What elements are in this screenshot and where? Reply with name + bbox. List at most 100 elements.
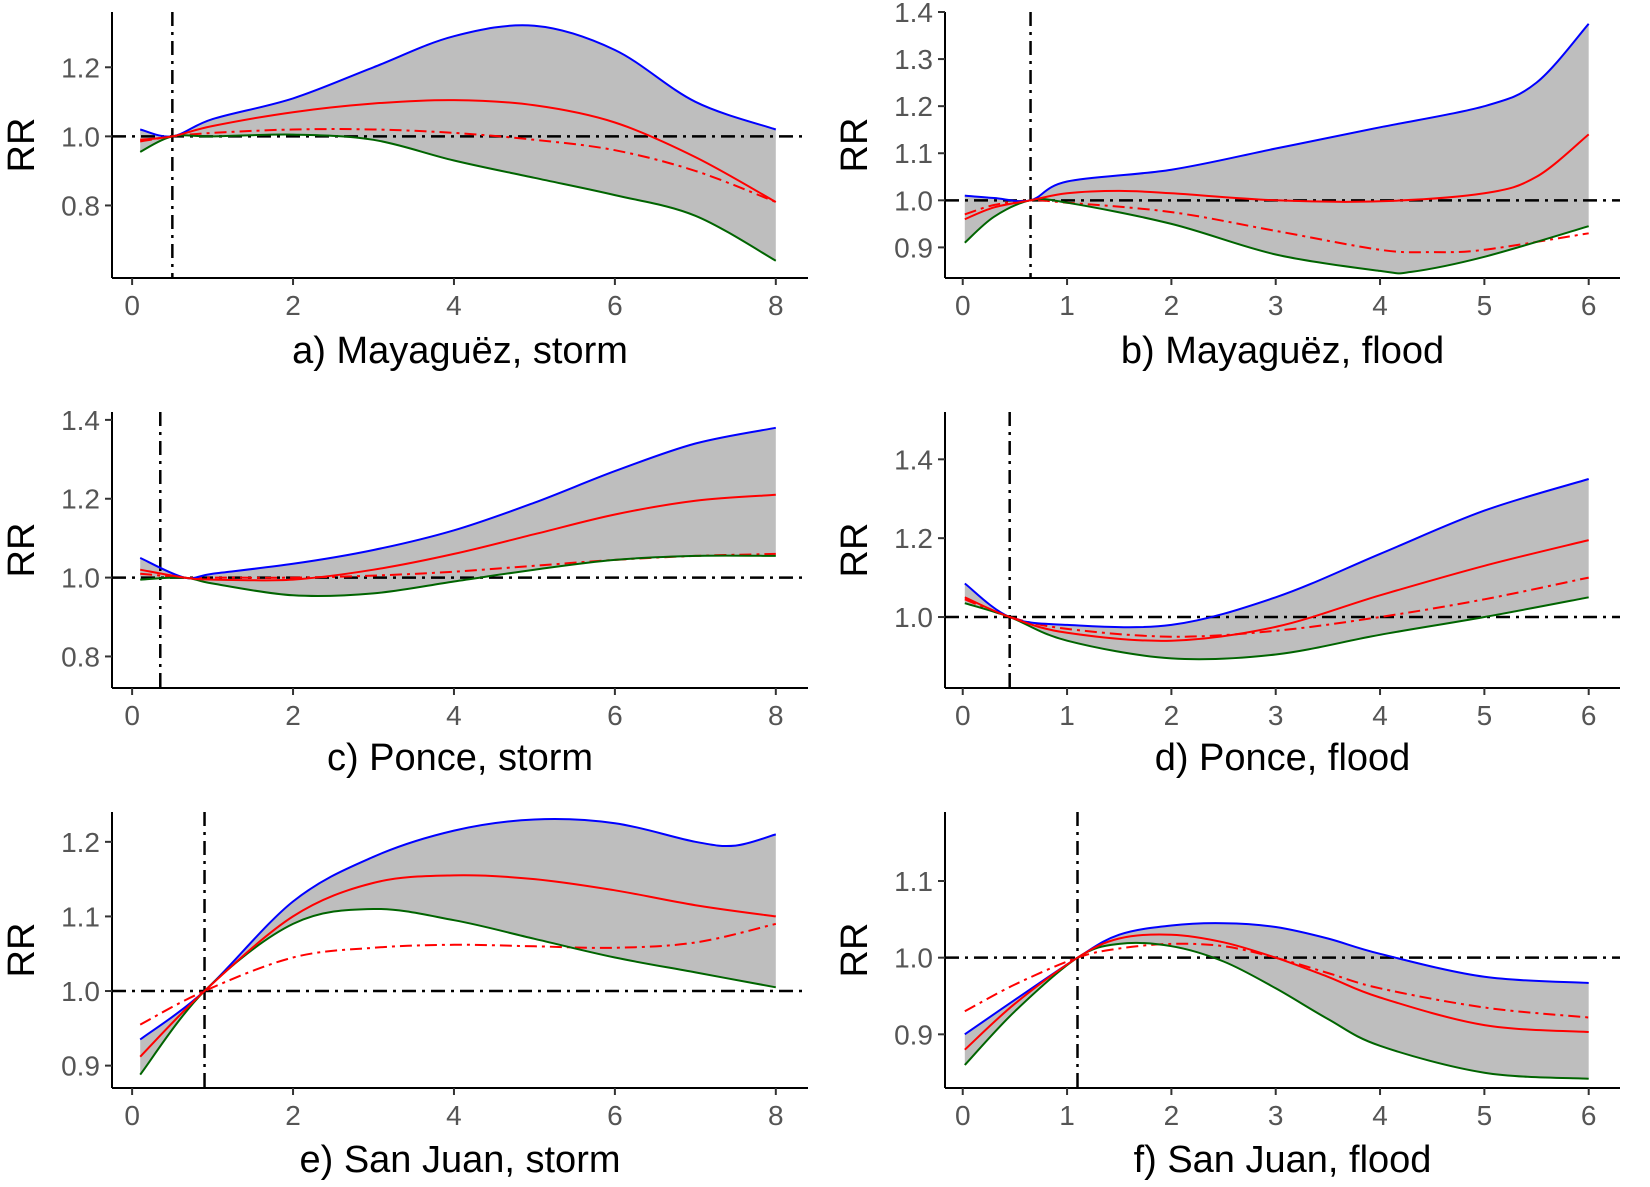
panel-title: e) San Juan, storm	[299, 1139, 620, 1181]
panel-f: 0.9 1.0 1.1 0 1 2 3 4 5 6 RR f) San Juan, flood	[834, 812, 1620, 1181]
series-estimate_alt	[964, 942, 1589, 1019]
panel-title: b) Mayaguëz, flood	[1121, 330, 1444, 372]
x-tick-label: 0	[955, 700, 971, 731]
y-tick-label: 0.9	[894, 1019, 933, 1050]
x-tick-label: 3	[1268, 700, 1284, 731]
panel-d: 1.0 1.2 1.4 0 1 2 3 4 5 6 RR d) Ponce, flood	[834, 412, 1620, 779]
panel-title: c) Ponce, storm	[327, 737, 593, 779]
x-tick-label: 5	[1477, 290, 1493, 321]
x-tick-label: 2	[285, 290, 301, 321]
y-axis-label: RR	[834, 118, 876, 173]
y-axis-label: RR	[834, 523, 876, 578]
x-tick-label: 4	[1372, 700, 1388, 731]
x-tick-label: 1	[1059, 290, 1075, 321]
series-estimate	[139, 874, 776, 1058]
panel-e: 0.9 1.0 1.1 1.2 0 2 4 6 8 RR e) San Juan, storm	[1, 812, 808, 1181]
series-lower	[140, 554, 776, 598]
series-lower	[139, 133, 777, 262]
y-axis-label: RR	[1, 923, 43, 978]
panel-title: a) Mayaguëz, storm	[292, 330, 628, 372]
panel-c: 0.8 1.0 1.2 1.4 0 2 4 6 8 RR c) Ponce, storm	[1, 405, 808, 779]
x-tick-label: 8	[768, 290, 784, 321]
panel-a: 0.8 1.0 1.2 0 2 4 6 8 RR a) Mayaguëz, storm	[1, 12, 808, 372]
x-tick-label: 0	[955, 1100, 971, 1131]
x-tick-label: 2	[285, 700, 301, 731]
x-tick-label: 0	[955, 290, 971, 321]
y-tick-label: 0.9	[894, 232, 933, 263]
series-estimate	[140, 99, 777, 203]
panel-title: f) San Juan, flood	[1134, 1139, 1432, 1181]
series-estimate_alt	[140, 128, 777, 203]
x-tick-label: 6	[1581, 700, 1597, 731]
y-tick-label: 0.8	[61, 190, 100, 221]
series-estimate	[964, 539, 1589, 642]
x-tick-label: 2	[285, 1100, 301, 1131]
series-estimate	[964, 133, 1590, 221]
y-axis-label: RR	[834, 923, 876, 978]
y-tick-label: 1.0	[61, 976, 100, 1007]
y-tick-label: 1.0	[61, 121, 100, 152]
x-tick-label: 2	[1164, 290, 1180, 321]
x-tick-label: 1	[1059, 700, 1075, 731]
x-tick-label: 6	[1581, 290, 1597, 321]
x-tick-label: 4	[1372, 290, 1388, 321]
y-tick-label: 1.0	[894, 602, 933, 633]
y-tick-label: 1.1	[61, 901, 100, 932]
x-tick-label: 2	[1164, 700, 1180, 731]
confidence-band	[964, 923, 1589, 1079]
x-tick-label: 0	[124, 700, 140, 731]
x-tick-label: 2	[1164, 1100, 1180, 1131]
y-tick-label: 0.8	[61, 641, 100, 672]
y-tick-label: 1.0	[894, 943, 933, 974]
y-tick-label: 1.0	[61, 563, 100, 594]
series-estimate	[140, 493, 776, 582]
y-tick-label: 1.2	[894, 91, 933, 122]
x-tick-label: 6	[1581, 1100, 1597, 1131]
x-tick-label: 5	[1477, 700, 1493, 731]
y-tick-label: 1.3	[894, 44, 933, 75]
x-tick-label: 8	[768, 1100, 784, 1131]
series-upper	[139, 24, 777, 138]
x-tick-label: 4	[446, 700, 462, 731]
x-tick-label: 6	[607, 1100, 623, 1131]
y-tick-label: 1.4	[61, 405, 100, 436]
x-tick-label: 4	[446, 1100, 462, 1131]
y-axis-label: RR	[1, 523, 43, 578]
confidence-band	[140, 25, 776, 261]
y-tick-label: 1.1	[894, 138, 933, 169]
x-tick-label: 5	[1477, 1100, 1493, 1131]
series-lower	[964, 941, 1589, 1080]
panel-title: d) Ponce, flood	[1155, 737, 1411, 779]
confidence-band	[140, 819, 776, 1075]
x-tick-label: 3	[1268, 290, 1284, 321]
y-tick-label: 1.2	[61, 52, 100, 83]
y-tick-label: 1.4	[894, 444, 933, 475]
series-upper	[139, 818, 777, 1041]
y-tick-label: 1.2	[61, 484, 100, 515]
y-tick-label: 1.4	[894, 0, 933, 28]
x-tick-label: 4	[446, 290, 462, 321]
series-lower	[964, 596, 1589, 661]
x-tick-label: 8	[768, 700, 784, 731]
series-upper	[964, 478, 1589, 629]
y-tick-label: 1.1	[894, 866, 933, 897]
series-estimate_alt	[139, 922, 777, 1026]
x-tick-label: 6	[607, 290, 623, 321]
x-tick-label: 4	[1372, 1100, 1388, 1131]
series-estimate	[964, 933, 1589, 1051]
y-tick-label: 1.2	[894, 523, 933, 554]
confidence-band	[140, 427, 776, 597]
x-tick-label: 1	[1059, 1100, 1075, 1131]
x-tick-label: 0	[124, 290, 140, 321]
y-tick-label: 1.0	[894, 185, 933, 216]
panel-b: 0.9 1.0 1.1 1.2 1.3 1.4 0 1 2 3 4 5 6 RR b) Mayaguëz, …	[834, 0, 1620, 372]
x-tick-label: 3	[1268, 1100, 1284, 1131]
x-tick-label: 0	[124, 1100, 140, 1131]
y-tick-label: 1.2	[61, 827, 100, 858]
y-axis-label: RR	[1, 118, 43, 173]
series-upper	[139, 426, 776, 580]
x-tick-label: 6	[607, 700, 623, 731]
confidence-band	[964, 479, 1589, 660]
y-tick-label: 0.9	[61, 1051, 100, 1082]
